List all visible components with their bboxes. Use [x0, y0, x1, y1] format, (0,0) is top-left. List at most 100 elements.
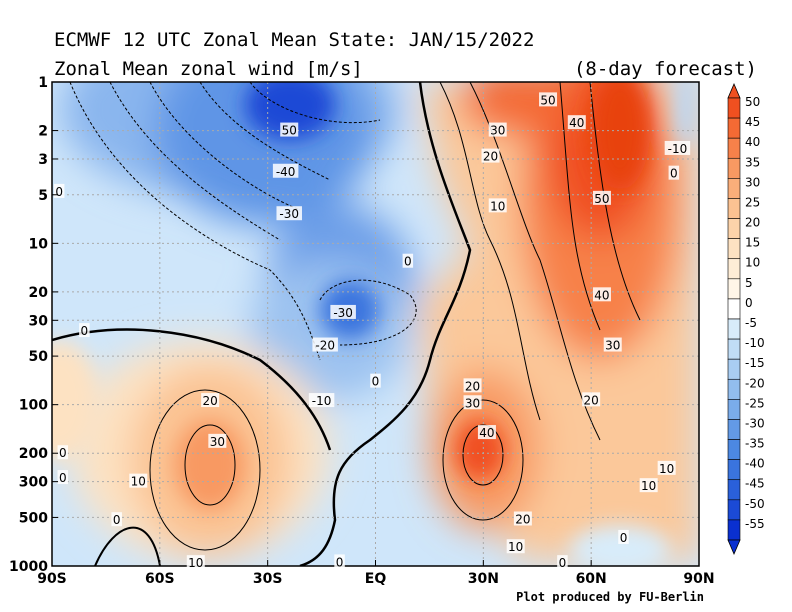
colorbar-label: -30 [745, 416, 765, 430]
contour-label-bg [664, 140, 691, 155]
contour-label-bg [272, 163, 299, 178]
contour-label-bg [481, 148, 500, 163]
forecast-annotation: (8-day forecast) [574, 58, 757, 80]
colorbar-swatch [727, 278, 741, 300]
contour-label: 0 [404, 255, 412, 269]
contour-label: 50 [540, 93, 555, 107]
colorbar-swatch [727, 519, 741, 541]
contour-label: 0 [670, 167, 678, 181]
contour-label: -10 [312, 394, 332, 408]
colorbar-swatch [727, 419, 741, 440]
colorbar-swatch [727, 258, 741, 280]
x-tick-label: 90S [37, 571, 67, 587]
colorbar-swatch [727, 338, 741, 360]
contour-label: 10 [508, 540, 523, 554]
contour-label-bg [186, 555, 205, 570]
colorbar-swatch [727, 117, 741, 139]
contour-label: 30 [605, 339, 620, 353]
contour-label-bg [603, 337, 622, 352]
contour-label: 0 [372, 375, 380, 389]
colorbar: 50454035302520151050-5-10-15-20-25-30-35… [727, 82, 765, 556]
contour-label: 0 [81, 324, 89, 338]
colorbar-label: -45 [745, 477, 765, 491]
colorbar-label: 35 [745, 155, 760, 169]
contour-label: 0 [59, 446, 67, 460]
colorbar-swatch [727, 378, 741, 400]
contour-label: 20 [483, 150, 498, 164]
y-tick-label: 300 [19, 475, 48, 491]
contour-label-bg [201, 393, 220, 408]
colorbar-label: 45 [745, 115, 760, 129]
y-tick-label: 1000 [9, 559, 48, 575]
colorbar-label: -55 [745, 517, 765, 531]
colorbar-label: 25 [745, 195, 760, 209]
y-tick-label: 200 [19, 446, 48, 462]
contour-label: 40 [479, 426, 494, 440]
contour-label-bg [592, 287, 611, 302]
contour-label-bg [402, 253, 414, 268]
contour-label: 10 [188, 556, 203, 570]
colorbar-label: 0 [745, 296, 753, 310]
colorbar-swatch [727, 399, 741, 420]
contour-label: 0 [620, 531, 628, 545]
contour-label: 10 [641, 479, 656, 493]
contour-label-bg [657, 460, 676, 475]
y-tick-label: 3 [38, 152, 48, 168]
colorbar-label: -10 [745, 336, 765, 350]
colorbar-swatch [727, 198, 741, 219]
y-tick-label: 50 [29, 349, 49, 365]
y-tick-label: 30 [29, 313, 49, 329]
contour-label-bg [334, 554, 345, 569]
contour-label-bg [53, 183, 65, 198]
colorbar-swatch [727, 238, 741, 260]
contour-label-bg [308, 393, 335, 408]
y-tick-label: 500 [19, 510, 48, 526]
x-axis-ticks: 90S 60S 30S EQ 30N 60N 90N [37, 560, 715, 587]
contour-label-bg [370, 373, 381, 388]
colorbar-label: -20 [745, 376, 765, 390]
colorbar-label: 5 [745, 276, 753, 290]
contour-label: 20 [584, 393, 599, 407]
y-tick-label: 5 [38, 188, 48, 204]
grid-lines [52, 82, 699, 566]
chart-title: ECMWF 12 UTC Zonal Mean State: JAN/15/20… [54, 29, 534, 51]
contour-label: 20 [465, 379, 480, 393]
contour-label-bg [312, 337, 338, 352]
contour-label: -30 [333, 306, 353, 320]
contour-label-bg [567, 115, 586, 130]
contour-label: 0 [336, 555, 344, 569]
contour-label: 0 [113, 513, 121, 527]
colorbar-swatch [727, 439, 741, 460]
colorbar-swatch [727, 318, 741, 340]
contour-label: -30 [279, 207, 299, 221]
contour-label: 0 [559, 556, 567, 570]
contour-label-bg [582, 392, 601, 407]
x-tick-label: 60S [145, 571, 175, 587]
colorbar-swatch [727, 97, 741, 119]
colorbar-label: -5 [745, 316, 757, 330]
contour-label-bg [488, 122, 507, 137]
credit-text: Plot produced by FU-Berlin [516, 590, 704, 604]
contour-label: 30 [210, 435, 225, 449]
contour-label-bg [276, 206, 302, 221]
contour-label: 40 [594, 288, 609, 302]
contour-label-bg [330, 304, 356, 319]
colorbar-swatch [727, 178, 741, 199]
x-tick-label: 90N [683, 571, 714, 587]
contour-label-bg [79, 323, 90, 338]
contour-label: 10 [659, 462, 674, 476]
y-tick-label: 2 [38, 124, 48, 140]
contour-label: 0 [55, 185, 63, 199]
colorbar-label: 30 [745, 175, 760, 189]
contour-label: 20 [515, 513, 530, 527]
x-tick-label: EQ [365, 571, 387, 587]
contour-label-bg [592, 190, 611, 205]
contour-label-bg [639, 478, 658, 493]
colorbar-swatch [727, 499, 741, 521]
contour-labels: 50 -40 -30 0 -30 -20 0 -10 0 0 20 30 10 0 0 0 10 0 50 40 30 2… [53, 92, 691, 570]
colorbar-swatch [727, 137, 741, 159]
contour-label-bg [463, 395, 482, 410]
colorbar-swatch [727, 298, 741, 320]
colorbar-label: -25 [745, 396, 765, 410]
